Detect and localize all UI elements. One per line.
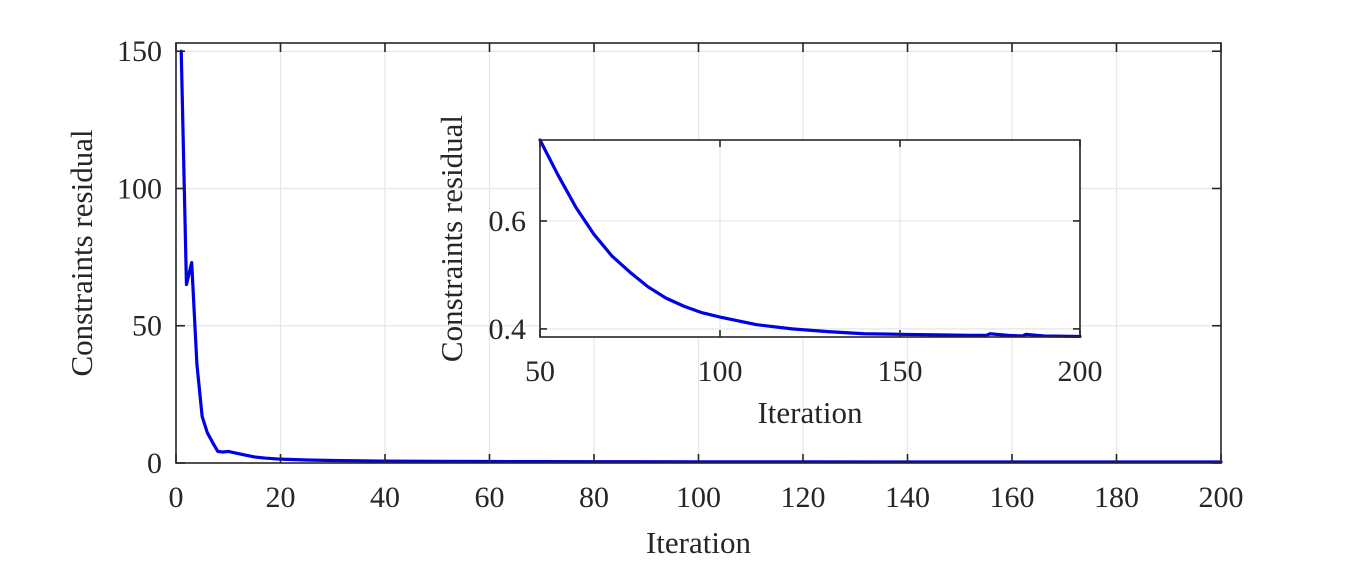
- main-x-tick-label: 40: [370, 481, 400, 514]
- main-x-tick-label: 200: [1199, 481, 1244, 514]
- inset-y-axis-label: Constraints residual: [434, 115, 469, 362]
- main-x-tick-label: 120: [781, 481, 826, 514]
- main-series-line: [179, 49, 1223, 464]
- main-y-axis-label: Constraints residual: [64, 129, 99, 376]
- main-x-tick-label: 160: [990, 481, 1035, 514]
- main-y-tick-label: 150: [117, 35, 162, 68]
- main-x-tick-label: 0: [169, 481, 184, 514]
- main-x-tick-label: 80: [579, 481, 609, 514]
- inset-series-line: [538, 138, 1082, 339]
- main-x-tick-label: 140: [885, 481, 930, 514]
- main-y-tick-label: 0: [147, 447, 162, 480]
- inset-x-tick-label: 50: [525, 355, 555, 388]
- main-x-axis-label: Iteration: [646, 525, 752, 560]
- main-y-tick-label: 50: [132, 310, 162, 343]
- inset-x-tick-label: 200: [1058, 355, 1103, 388]
- main-x-tick-label: 20: [266, 481, 296, 514]
- main-x-tick-label: 60: [475, 481, 505, 514]
- inset-y-tick-label: 0.4: [489, 313, 527, 346]
- main-x-tick-label: 100: [676, 481, 721, 514]
- inset-x-tick-label: 100: [698, 355, 743, 388]
- inset-x-axis-label: Iteration: [757, 395, 863, 430]
- inset-y-tick-label: 0.6: [489, 205, 527, 238]
- inset-plot-area: [540, 140, 1080, 337]
- inset-x-tick-label: 150: [878, 355, 923, 388]
- main-x-tick-label: 180: [1094, 481, 1139, 514]
- inset-axes-frame: [539, 139, 1081, 338]
- inset-plot: 50 100 150 200 0.4 0.6 Iteration Constraints re…: [434, 115, 1103, 430]
- main-y-tick-label: 100: [117, 172, 162, 205]
